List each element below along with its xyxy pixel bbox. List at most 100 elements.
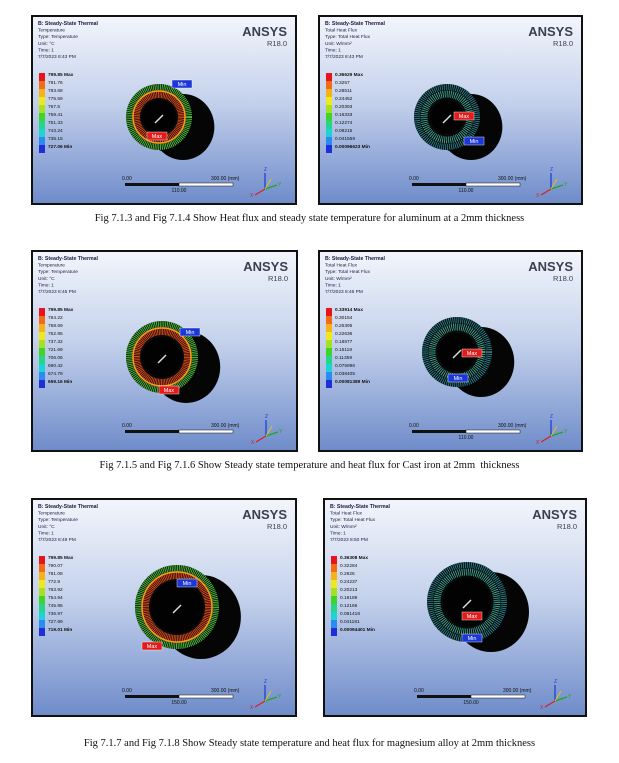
legend-swatch	[326, 316, 332, 324]
header-line: Type: Temperature	[38, 517, 78, 523]
max-label-text: Max	[152, 134, 163, 140]
inner-ring	[141, 571, 213, 643]
figure-caption: Fig 7.1.7 and Fig 7.1.8 Show Steady stat…	[83, 738, 536, 749]
triad-z-label: Z	[265, 414, 268, 420]
scale-bar-light	[465, 429, 521, 434]
legend-label: 767.5	[48, 104, 60, 110]
legend-swatch	[39, 596, 45, 604]
cylinder	[126, 84, 215, 160]
max-label-text: Max	[467, 351, 478, 357]
legend-swatch	[39, 97, 45, 105]
scale-start: 0.00	[414, 688, 424, 694]
legend-swatch	[331, 588, 337, 596]
legend-swatch	[39, 604, 45, 612]
outer-ring	[126, 84, 192, 150]
triad-y-label: Y	[568, 694, 572, 700]
legend-swatch	[39, 556, 45, 564]
legend-label: 727.99	[48, 619, 63, 625]
bore	[430, 100, 464, 134]
header-line: 7/7/2023 8:49 PM	[38, 537, 76, 543]
legend-label: 721.69	[48, 347, 63, 353]
brand: ANSYS	[243, 259, 288, 274]
scale-end: 300.00 (mm)	[211, 423, 240, 429]
ansys-panel: B: Steady-State Thermal Total Heat Flux Ty…	[323, 498, 587, 717]
triad-z-label: Z	[550, 414, 553, 420]
brand: ANSYS	[242, 507, 287, 522]
legend-label: 0.22636	[335, 331, 353, 337]
brand: ANSYS	[242, 24, 287, 39]
legend-label: 784.22	[48, 315, 63, 321]
triad-x	[540, 435, 552, 443]
triad-x-label: X	[250, 705, 254, 711]
triad-y-label: Y	[279, 429, 283, 435]
legend-swatch	[39, 89, 45, 97]
triad-y-label: Y	[564, 182, 568, 188]
triad-z-label: Z	[554, 679, 557, 685]
legend-swatch	[39, 73, 45, 81]
max-label-box	[461, 348, 483, 358]
version: R18.0	[268, 274, 288, 283]
max-label-text: Max	[459, 114, 470, 120]
min-label-text: Min	[454, 376, 463, 382]
legend-swatch	[39, 332, 45, 340]
legend-label: 690.42	[48, 363, 63, 369]
triad-iso	[554, 690, 562, 702]
legend-swatch	[326, 324, 332, 332]
legend-label: 0.20213	[340, 587, 358, 593]
max-label-box	[146, 131, 168, 141]
min-label-box	[447, 373, 469, 383]
triad-z-label: Z	[264, 167, 267, 173]
scale-start: 0.00	[122, 688, 132, 694]
legend-swatch	[39, 129, 45, 137]
figure-caption: Fig 7.1.3 and Fig 7.1.4 Show Heat flux a…	[94, 213, 525, 224]
header-line: B: Steady-State Thermal	[38, 504, 99, 510]
header-line: 7/7/2023 8:46 PM	[325, 289, 363, 295]
legend-label: 0.30154	[335, 315, 353, 321]
version: R18.0	[553, 39, 573, 48]
legend-swatch	[331, 596, 337, 604]
legend-label: 0.08215	[335, 128, 353, 134]
min-label-box	[176, 578, 198, 588]
figure-caption: Fig 7.1.5 and Fig 7.1.6 Show Steady stat…	[99, 460, 520, 471]
triad-y	[265, 431, 279, 437]
scale-start: 0.00	[409, 423, 419, 429]
legend-swatch	[326, 137, 332, 145]
legend-label: 0.20393	[335, 104, 353, 110]
legend-swatch	[331, 620, 337, 628]
outer-ring	[414, 84, 480, 150]
legend-label: 0.00081389 Min	[335, 379, 370, 385]
legend-swatch	[326, 121, 332, 129]
scale-bar-light	[470, 694, 526, 699]
legend-swatch	[39, 620, 45, 628]
triad-x	[255, 435, 267, 443]
header-line: Unit: W/mm²	[325, 41, 352, 47]
header-line: Total Heat Flux	[330, 511, 363, 517]
scale-start: 0.00	[122, 423, 132, 429]
scale-bar-dark	[125, 183, 179, 186]
ansys-panel: B: Steady-State Thermal Total Heat Flux Ty…	[318, 250, 583, 452]
legend-label: 0.12166	[340, 603, 358, 609]
triad-y-label: Y	[564, 429, 568, 435]
triad-iso	[264, 178, 272, 190]
triad-iso	[264, 690, 272, 702]
bore-highlight	[157, 354, 167, 364]
legend-label: 0.3257	[335, 80, 350, 86]
header-line: 7/7/2023 8:50 PM	[330, 537, 368, 543]
legend-label: 0.00096623 Min	[335, 144, 370, 150]
scale-bar-light	[465, 182, 521, 187]
bore	[151, 581, 203, 633]
legend-label: 799.85 Max	[48, 307, 74, 313]
version: R18.0	[267, 522, 287, 531]
legend-label: 0.24237	[340, 579, 358, 585]
bore-highlight	[172, 604, 182, 614]
bore	[142, 337, 182, 377]
scale-bar-light	[178, 429, 234, 434]
triad-z-label: Z	[264, 679, 267, 685]
legend-label: 737.32	[48, 339, 63, 345]
legend-swatch	[331, 556, 337, 564]
legend-label: 781.08	[48, 571, 63, 577]
triad-y-label: Y	[278, 694, 282, 700]
triad-y	[550, 431, 564, 437]
legend-label: 0.33914 Max	[335, 307, 363, 313]
legend-label: 0.081418	[340, 611, 360, 617]
